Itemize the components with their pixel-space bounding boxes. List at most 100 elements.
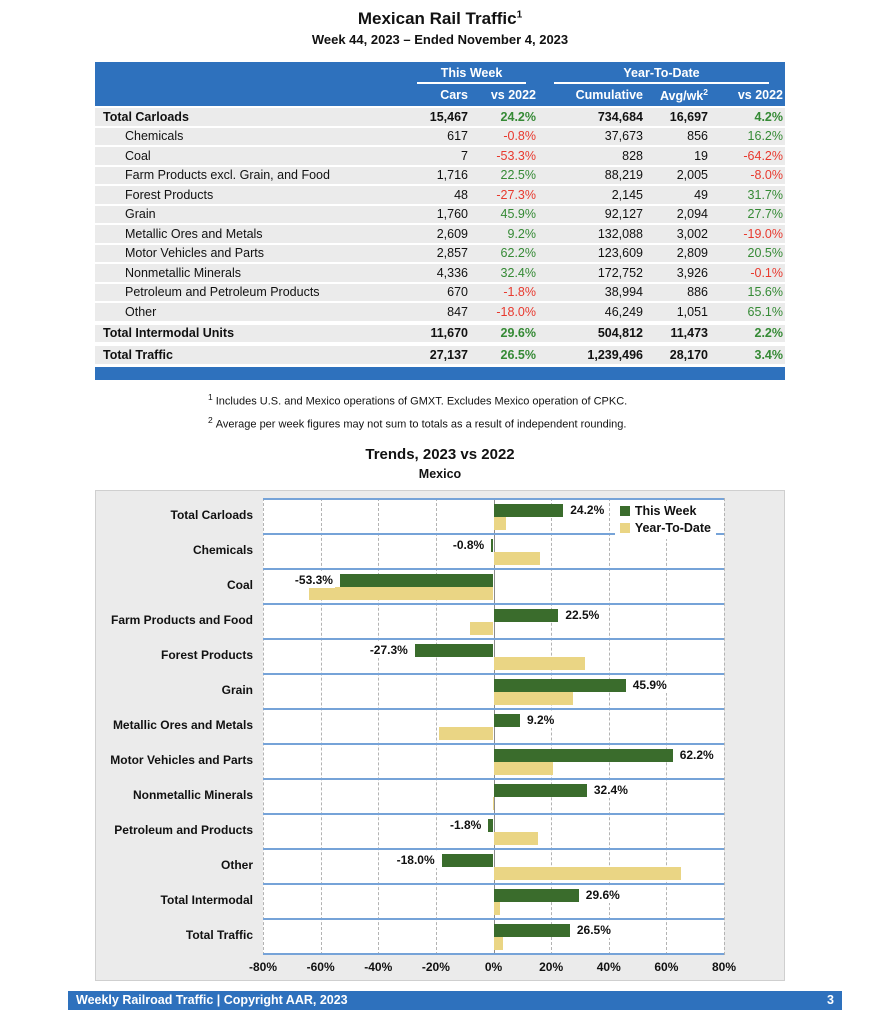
row-label: Nonmetallic Minerals bbox=[125, 265, 242, 280]
legend-label-this-week: This Week bbox=[634, 504, 697, 519]
row-label: Chemicals bbox=[125, 129, 184, 144]
vs-2022-week-value: -1.8% bbox=[503, 285, 536, 300]
plot-bands: 24.2% -0.8% -53.3% 22.5% -27.3% 45.9% 9.… bbox=[263, 497, 724, 955]
vs-2022-week-value: 62.2% bbox=[500, 246, 536, 261]
chart-band: 26.5% bbox=[263, 917, 724, 953]
category-label: Total Carloads bbox=[170, 507, 253, 522]
chart-band: -1.8% bbox=[263, 812, 724, 848]
row-label: Grain bbox=[125, 207, 156, 222]
row-label: Farm Products excl. Grain, and Food bbox=[125, 168, 330, 183]
vs-2022-week-value: 29.6% bbox=[500, 326, 536, 341]
gridline bbox=[666, 497, 668, 955]
x-axis-label: -20% bbox=[421, 959, 450, 974]
row-label: Metallic Ores and Metals bbox=[125, 226, 263, 241]
vs-2022-ytd-value: 16.2% bbox=[747, 129, 783, 144]
category-label: Coal bbox=[226, 577, 253, 592]
legend-item-year-to-date: Year-To-Date bbox=[619, 520, 711, 537]
category-label: Petroleum and Products bbox=[114, 822, 253, 837]
vs-2022-week-value: 32.4% bbox=[500, 265, 536, 280]
bar-value-label: -0.8% bbox=[450, 536, 487, 553]
category-label: Nonmetallic Minerals bbox=[132, 787, 253, 802]
gridline bbox=[263, 497, 264, 955]
year-to-date-bar bbox=[493, 866, 682, 880]
table-row: Nonmetallic Minerals 4,336 32.4% 172,752… bbox=[95, 264, 785, 282]
chart-band: -53.3% bbox=[263, 567, 724, 603]
row-label: Other bbox=[125, 304, 157, 319]
x-axis-label: 0% bbox=[484, 959, 503, 974]
avg-wk-value: 49 bbox=[694, 187, 708, 202]
table-column-header-row: Cars vs 2022 Cumulative Avg/wk2 vs 2022 bbox=[95, 84, 785, 106]
gridline bbox=[608, 497, 610, 955]
x-axis-label: -40% bbox=[364, 959, 393, 974]
avg-wk-value: 11,473 bbox=[670, 326, 708, 341]
col-header-avg-wk: Avg/wk2 bbox=[659, 86, 708, 104]
this-week-bar bbox=[339, 573, 494, 587]
page-subtitle: Week 44, 2023 – Ended November 4, 2023 bbox=[311, 32, 569, 47]
avg-wk-superscript: 2 bbox=[703, 86, 708, 97]
category-label: Total Intermodal bbox=[160, 892, 253, 907]
this-week-bar bbox=[493, 678, 626, 692]
gridline bbox=[320, 497, 322, 955]
this-week-bar bbox=[493, 748, 673, 762]
category-label: Farm Products and Food bbox=[110, 612, 253, 627]
avg-wk-value: 3,926 bbox=[676, 265, 708, 280]
vs-2022-ytd-value: 31.7% bbox=[747, 187, 783, 202]
year-to-date-bar bbox=[438, 726, 494, 740]
cars-value: 15,467 bbox=[429, 109, 468, 124]
cars-value: 847 bbox=[447, 304, 468, 319]
year-to-date-bar bbox=[470, 621, 494, 635]
avg-wk-value: 856 bbox=[687, 129, 708, 144]
this-week-bar bbox=[493, 888, 579, 902]
this-week-bar bbox=[414, 643, 494, 657]
this-week-bar bbox=[493, 783, 587, 797]
x-axis-label: 60% bbox=[654, 959, 679, 974]
footnote-text: Average per week figures may not sum to … bbox=[215, 418, 627, 431]
vs-2022-ytd-value: 65.1% bbox=[747, 304, 783, 319]
cars-value: 4,336 bbox=[436, 265, 468, 280]
x-axis: -80% -60% -40% -20% 0% 20% 40% 60% 80% bbox=[249, 956, 736, 976]
category-label: Total Traffic bbox=[185, 927, 253, 942]
avg-wk-value: 2,809 bbox=[676, 246, 708, 261]
table-row: Total Intermodal Units 11,670 29.6% 504,… bbox=[95, 324, 785, 342]
category-label: Other bbox=[220, 857, 253, 872]
title-superscript: 1 bbox=[516, 9, 523, 21]
cumulative-value: 88,219 bbox=[604, 168, 643, 183]
gridline bbox=[435, 497, 437, 955]
legend-marker-this-week-icon bbox=[619, 506, 630, 517]
page-title-text: Mexican Rail Traffic bbox=[357, 9, 517, 28]
row-label: Petroleum and Petroleum Products bbox=[125, 285, 320, 300]
legend-label-year-to-date: Year-To-Date bbox=[634, 521, 711, 536]
table-body: Total Carloads 15,467 24.2% 734,684 16,6… bbox=[95, 108, 785, 364]
footer-text: Weekly Railroad Traffic | Copyright AAR,… bbox=[76, 993, 348, 1008]
avg-wk-value: 886 bbox=[687, 285, 708, 300]
this-week-bar bbox=[441, 853, 494, 867]
cumulative-value: 37,673 bbox=[604, 129, 643, 144]
gridline bbox=[378, 497, 380, 955]
row-label: Total Intermodal Units bbox=[103, 326, 235, 341]
col-header-vs-2022-week: vs 2022 bbox=[490, 88, 536, 102]
cumulative-value: 132,088 bbox=[597, 226, 643, 241]
avg-wk-value: 1,051 bbox=[676, 304, 708, 319]
category-label: Motor Vehicles and Parts bbox=[110, 752, 253, 767]
table-row: Total Carloads 15,467 24.2% 734,684 16,6… bbox=[95, 108, 785, 126]
year-to-date-bar bbox=[493, 901, 500, 915]
cumulative-value: 46,249 bbox=[604, 304, 643, 319]
vs-2022-week-value: -0.8% bbox=[503, 129, 536, 144]
col-header-cumulative: Cumulative bbox=[575, 88, 643, 102]
vs-2022-week-value: -18.0% bbox=[496, 304, 536, 319]
year-to-date-bar bbox=[493, 656, 585, 670]
avg-wk-value: 28,170 bbox=[669, 347, 708, 362]
bar-value-label: 26.5% bbox=[574, 921, 613, 938]
cumulative-value: 734,684 bbox=[597, 109, 643, 124]
chart-band: -18.0% bbox=[263, 847, 724, 883]
year-to-date-bar bbox=[493, 936, 504, 950]
table-row: Chemicals 617 -0.8% 37,673 856 16.2% bbox=[95, 127, 785, 145]
cumulative-value: 172,752 bbox=[597, 265, 643, 280]
bar-value-label: -1.8% bbox=[447, 816, 484, 833]
chart-band: 62.2% bbox=[263, 742, 724, 778]
cars-value: 7 bbox=[461, 148, 468, 163]
page-number: 3 bbox=[827, 993, 834, 1008]
bar-value-label: 24.2% bbox=[568, 501, 607, 518]
vs-2022-ytd-value: -0.1% bbox=[750, 265, 783, 280]
this-week-bar bbox=[493, 923, 570, 937]
